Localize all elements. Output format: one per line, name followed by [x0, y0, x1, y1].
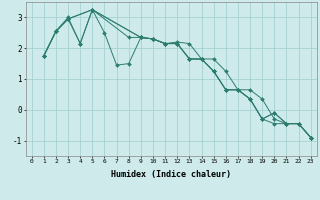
X-axis label: Humidex (Indice chaleur): Humidex (Indice chaleur): [111, 170, 231, 179]
